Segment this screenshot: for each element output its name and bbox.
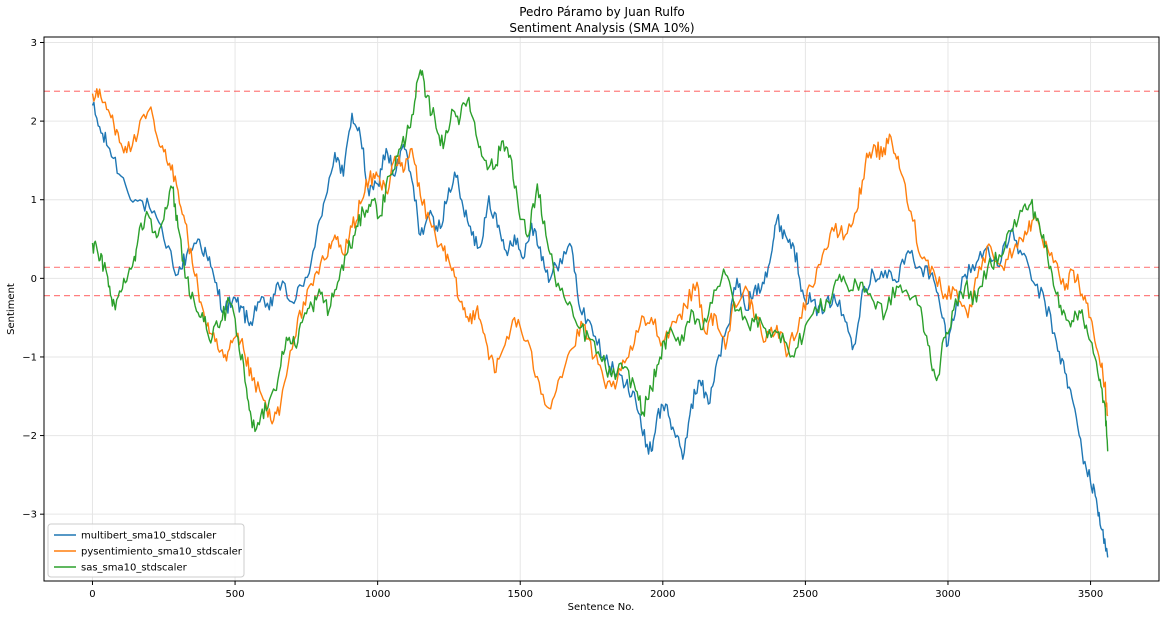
x-tick-label: 2000 <box>650 589 675 600</box>
y-tick-label: −2 <box>22 431 37 442</box>
x-axis-ticks: 0 500 1000 1500 2000 2500 3000 3500 <box>89 581 1103 600</box>
chart-subtitle: Sentiment Analysis (SMA 10%) <box>509 21 694 35</box>
x-axis-label: Sentence No. <box>568 602 635 613</box>
y-tick-label: −1 <box>22 352 37 363</box>
chart-title: Pedro Páramo by Juan Rulfo <box>519 5 685 19</box>
legend-box <box>47 523 245 578</box>
x-tick-label: 1000 <box>365 589 390 600</box>
y-axis-ticks: −3 −2 −1 0 1 2 3 <box>22 38 44 521</box>
plot-area-frame <box>43 36 1160 582</box>
threshold-lines <box>44 90 1159 297</box>
legend: multibert_sma10_stdscaler pysentimiento_s… <box>47 523 245 578</box>
y-tick-label: 0 <box>31 274 37 285</box>
y-tick-label: 1 <box>31 195 37 206</box>
y-tick-label: 3 <box>31 38 37 49</box>
y-tick-label: −3 <box>22 510 37 521</box>
x-tick-label: 2500 <box>793 589 818 600</box>
series-line-sas_sma10_stdscaler <box>91 69 1109 452</box>
y-tick-label: 2 <box>31 117 37 128</box>
series-line-multibert_sma10_stdscaler <box>91 101 1109 558</box>
x-tick-label: 0 <box>89 589 95 600</box>
x-tick-label: 1500 <box>508 589 533 600</box>
x-tick-label: 3000 <box>935 589 960 600</box>
legend-entries: multibert_sma10_stdscaler pysentimiento_s… <box>54 531 243 574</box>
series-line-pysentimiento_sma10_stdscaler <box>91 88 1109 425</box>
series-lines <box>91 69 1109 558</box>
legend-label: pysentimiento_sma10_stdscaler <box>81 547 243 558</box>
legend-label: sas_sma10_stdscaler <box>81 563 188 574</box>
x-tick-label: 3500 <box>1078 589 1103 600</box>
legend-label: multibert_sma10_stdscaler <box>81 531 217 542</box>
y-axis-label: Sentiment <box>6 283 17 335</box>
grid-lines <box>44 37 1159 581</box>
x-tick-label: 500 <box>226 589 245 600</box>
